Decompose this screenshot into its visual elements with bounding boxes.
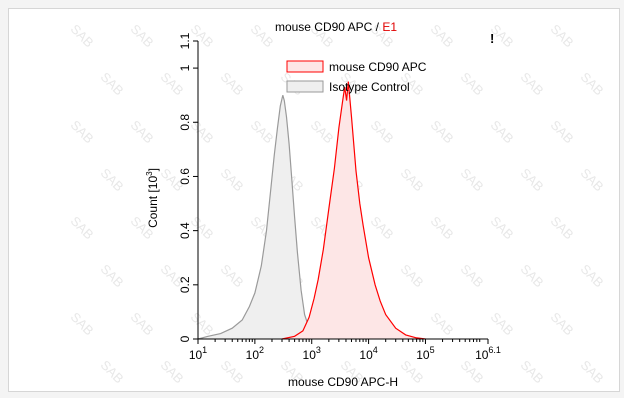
watermark-text: SAB xyxy=(578,165,607,194)
watermark-text: SAB xyxy=(578,261,607,290)
y-axis-label-exp: 3 xyxy=(145,171,154,176)
watermark-text: SAB xyxy=(398,261,427,290)
watermark-text: SAB xyxy=(458,261,487,290)
watermark-text: SAB xyxy=(68,21,97,50)
watermark-text: SAB xyxy=(158,69,187,98)
watermark-text: SAB xyxy=(488,117,517,146)
chart-title-gate: E1 xyxy=(382,20,397,34)
y-tick-label: 1.1 xyxy=(178,32,192,49)
x-tick-label: 102 xyxy=(246,345,264,362)
watermark-text: SAB xyxy=(68,117,97,146)
x-tick-label: 101 xyxy=(189,345,207,362)
watermark-text: SAB xyxy=(428,213,457,242)
watermark-text: SAB xyxy=(128,117,157,146)
watermark-text: SAB xyxy=(188,117,217,146)
watermark-text: SAB xyxy=(68,309,97,338)
watermark-text: SAB xyxy=(308,117,337,146)
legend-label: Isotype Control xyxy=(329,80,410,94)
watermark-text: SAB xyxy=(428,21,457,50)
watermark-text: SAB xyxy=(488,213,517,242)
watermark-text: SAB xyxy=(218,165,247,194)
legend-label: mouse CD90 APC xyxy=(329,60,427,74)
chart-title-main: mouse CD90 APC xyxy=(275,20,373,34)
chart-title: mouse CD90 APC / E1 xyxy=(275,20,397,34)
y-tick-label: 0 xyxy=(178,335,192,342)
watermark-text: SAB xyxy=(218,357,247,386)
watermark-text: SAB xyxy=(518,165,547,194)
corner-mark: ! xyxy=(490,31,494,46)
y-axis-label-main: Count xyxy=(146,195,160,228)
watermark-text: SAB xyxy=(68,213,97,242)
watermark-text: SAB xyxy=(428,117,457,146)
watermark-text: SAB xyxy=(188,213,217,242)
watermark-text: SAB xyxy=(248,21,277,50)
watermark-text: SAB xyxy=(428,309,457,338)
watermark-text: SAB xyxy=(368,213,397,242)
legend-swatch xyxy=(286,60,324,73)
x-tick-label: 103 xyxy=(303,345,321,362)
chart-panel: SAB SAB SAB SAB SAB SAB SAB SAB SAB SAB SAB SAB SAB S… xyxy=(8,8,620,392)
x-tick-label: 105 xyxy=(416,345,434,362)
watermark-text: SAB xyxy=(518,261,547,290)
series-area-1 xyxy=(198,95,329,339)
watermark-text: SAB xyxy=(188,309,217,338)
series-line-0 xyxy=(281,81,426,339)
y-tick-label: 0.6 xyxy=(178,168,192,185)
watermark-text: SAB xyxy=(188,21,217,50)
watermark-text: SAB xyxy=(98,357,127,386)
axes: 0 0.2 0.4 0.6 0.8 1 1.1 101 102 103 104 105 106.1 xyxy=(178,32,501,362)
watermark-text: SAB xyxy=(398,165,427,194)
watermark-text: SAB xyxy=(488,309,517,338)
watermark-text: SAB xyxy=(548,309,577,338)
watermark-text: SAB xyxy=(458,165,487,194)
watermark-text: SAB xyxy=(518,69,547,98)
watermark-text: SAB xyxy=(218,261,247,290)
y-tick-label: 1 xyxy=(178,64,192,71)
legend-swatch xyxy=(286,80,324,93)
legend: mouse CD90 APC Isotype Control xyxy=(286,60,427,94)
series-area-0 xyxy=(282,81,426,339)
watermark-text: SAB xyxy=(548,117,577,146)
watermark-text: SAB xyxy=(578,69,607,98)
watermark-text: SAB xyxy=(128,21,157,50)
watermark-text: SAB xyxy=(128,309,157,338)
y-tick-label: 0.2 xyxy=(178,276,192,293)
y-axis-label: Count [103] xyxy=(145,168,160,228)
watermark-text: SAB xyxy=(248,117,277,146)
series-line-1 xyxy=(198,95,329,339)
watermark-text: SAB xyxy=(518,357,547,386)
x-axis-label: mouse CD90 APC-H xyxy=(288,375,398,389)
watermark-text: SAB xyxy=(98,165,127,194)
watermark-text: SAB xyxy=(218,69,247,98)
watermark-text: SAB xyxy=(98,69,127,98)
watermark-text: SAB xyxy=(548,213,577,242)
y-tick-label: 0.8 xyxy=(178,114,192,131)
y-axis-label-unit: [10 xyxy=(146,176,160,193)
watermark-text: SAB xyxy=(158,357,187,386)
y-tick-label: 0.4 xyxy=(178,222,192,239)
x-tick-label: 104 xyxy=(359,345,377,362)
watermark-text: SAB xyxy=(458,69,487,98)
x-tick-label: 106.1 xyxy=(475,345,501,362)
series-layer xyxy=(198,81,426,339)
chart-title-separator: / xyxy=(372,20,382,34)
watermark-text: SAB xyxy=(548,21,577,50)
watermark-text: SAB xyxy=(368,117,397,146)
y-axis-label-close: ] xyxy=(146,168,160,171)
watermark-text: SAB xyxy=(98,261,127,290)
watermark-text: SAB xyxy=(578,357,607,386)
